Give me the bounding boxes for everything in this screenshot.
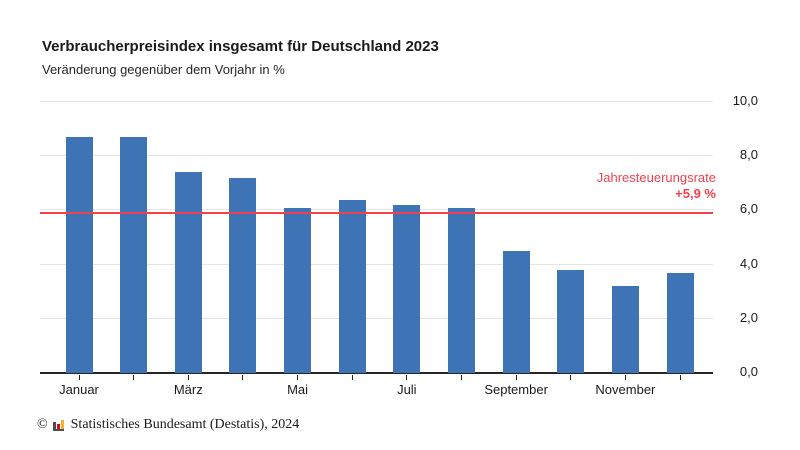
- bar-mai: [284, 207, 312, 373]
- bar-juni: [338, 199, 366, 373]
- bar-november: [611, 286, 639, 373]
- bar-juli: [393, 204, 421, 373]
- bar-märz: [174, 172, 202, 373]
- y-tick-label: 10,0: [732, 93, 758, 108]
- bar-dezember: [666, 272, 694, 373]
- gridline-4,0: [40, 264, 713, 265]
- logo-bar-yellow: [60, 420, 64, 429]
- x-tick-mark: [242, 375, 244, 380]
- x-tick-mark: [406, 375, 408, 380]
- x-tick-mark: [624, 375, 626, 380]
- bar-august: [447, 207, 475, 373]
- x-tick-mark: [78, 375, 80, 380]
- y-tick-label: 4,0: [739, 255, 758, 271]
- logo-bar-dark: [52, 422, 56, 429]
- chart-title: Verbraucherpreisindex insgesamt für Deut…: [42, 38, 439, 55]
- gridline-6,0: [40, 209, 713, 210]
- gridline-8,0: [40, 155, 713, 156]
- x-tick-label: September: [484, 382, 548, 397]
- x-tick-mark: [133, 375, 135, 380]
- annotation-line2: +5,9 %: [675, 186, 716, 201]
- logo-baseline: [52, 429, 64, 431]
- gridline-2,0: [40, 318, 713, 319]
- x-axis-line: [40, 372, 713, 374]
- source-attribution: © Statistisches Bundesamt (Destatis), 20…: [37, 417, 299, 433]
- y-tick-label: 0,0: [739, 364, 758, 379]
- x-tick-mark: [679, 375, 681, 380]
- bar-september: [502, 251, 530, 373]
- bar-april: [229, 177, 257, 373]
- annotation-line1: Jahresteuerungsrate: [596, 170, 716, 185]
- source-text: Statistisches Bundesamt (Destatis), 2024: [70, 417, 300, 432]
- bar-januar: [65, 137, 93, 373]
- x-tick-mark: [187, 375, 189, 380]
- x-tick-label: November: [595, 382, 656, 397]
- x-tick-mark: [515, 375, 517, 380]
- bar-februar: [120, 137, 148, 373]
- logo-bar-red: [56, 424, 60, 429]
- x-tick-label: Januar: [59, 382, 99, 397]
- bar-oktober: [557, 270, 585, 373]
- destatis-logo-icon: [52, 418, 65, 431]
- x-tick-mark: [351, 375, 353, 380]
- x-tick-label: Juli: [397, 382, 417, 397]
- x-tick-mark: [570, 375, 572, 380]
- y-tick-label: 8,0: [739, 147, 758, 163]
- x-tick-label: März: [173, 382, 203, 397]
- annual-inflation-rate-annotation: Jahresteuerungsrate +5,9 %: [597, 170, 716, 202]
- x-tick-mark: [460, 375, 462, 380]
- x-tick-mark: [297, 375, 299, 380]
- y-tick-label: 6,0: [739, 201, 758, 217]
- gridline-10,0: [40, 101, 713, 102]
- annual-rate-reference-line: [40, 212, 713, 215]
- x-tick-label: Mai: [287, 382, 309, 397]
- y-tick-label: 2,0: [739, 309, 758, 325]
- copyright-symbol: ©: [37, 417, 48, 432]
- chart-subtitle: Veränderung gegenüber dem Vorjahr in %: [42, 62, 285, 77]
